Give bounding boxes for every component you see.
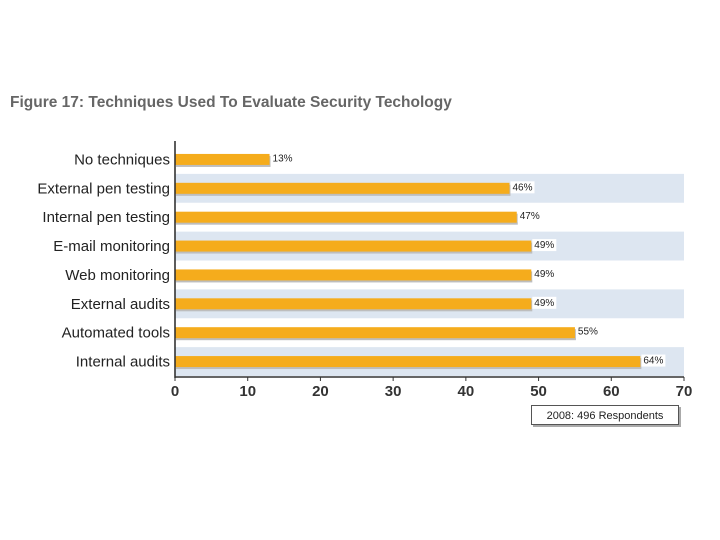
bar [175,298,532,310]
data-labels: 13% 46% 47% 49% 49% 49% 55% 64% [270,152,666,367]
category-label: External audits [71,296,170,313]
bar [175,211,517,223]
x-tick-label: 50 [530,383,547,400]
data-label-bg [510,181,535,194]
data-label-bg [641,354,666,367]
bar [175,153,270,165]
data-label: 49% [534,240,554,251]
category-label: Automated tools [62,325,170,342]
respondents-annotation: 2008: 496 Respondents [531,405,679,425]
category-label: Internal audits [76,354,170,371]
data-label-bg [517,210,542,223]
x-tick-label: 20 [312,383,329,400]
bars-layer [175,153,642,370]
x-tick-label: 40 [458,383,475,400]
category-label: External pen testing [37,180,170,197]
x-tick-label: 60 [603,383,620,400]
data-label: 49% [534,298,554,309]
data-label: 13% [273,153,293,164]
data-label-bg [532,239,557,252]
data-label: 49% [534,269,554,280]
bar [175,269,532,281]
axes [174,141,685,381]
category-label: Internal pen testing [42,209,170,226]
bar [175,327,575,339]
x-tick-label: 70 [676,383,693,400]
data-label: 47% [520,211,540,222]
x-tick-label: 30 [385,383,402,400]
category-labels: No techniques External pen testing Interna… [37,151,170,370]
data-label: 55% [578,327,598,338]
data-label: 46% [512,182,532,193]
category-label: E-mail monitoring [53,238,170,255]
data-label-bg [532,296,557,309]
data-label: 64% [643,356,663,367]
category-label: Web monitoring [65,267,170,284]
tick-labels: 0 10 20 30 40 50 60 70 [171,383,693,400]
x-tick-label: 0 [171,383,179,400]
bar [175,356,641,368]
chart-title: Figure 17: Techniques Used To Evaluate S… [10,94,452,111]
category-label: No techniques [74,151,170,168]
data-label-bg [270,152,295,165]
bar [175,182,510,194]
data-label-bg [532,267,557,280]
data-label-bg [575,325,600,338]
bar [175,240,532,252]
x-tick-label: 10 [239,383,256,400]
